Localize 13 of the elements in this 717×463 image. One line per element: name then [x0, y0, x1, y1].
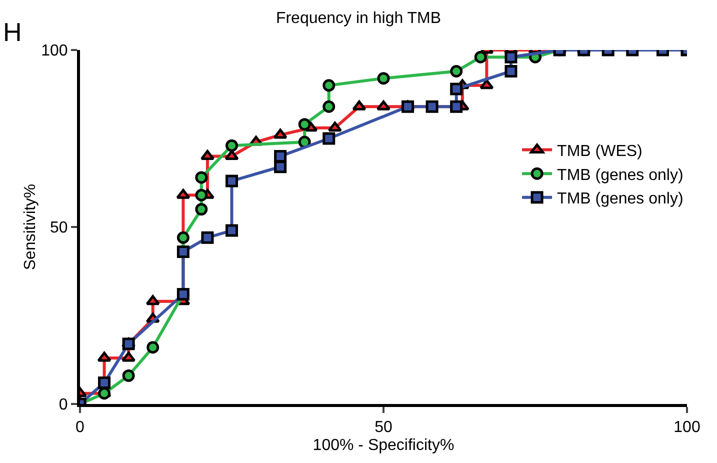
legend-label: TMB (genes only): [557, 166, 684, 184]
legend-label: TMB (WES): [557, 143, 642, 160]
y-tick-label: 100: [41, 42, 68, 60]
y-tick-label: 0: [58, 396, 68, 414]
x-tick-label: 0: [76, 419, 85, 436]
x-tick-label: 100: [674, 419, 700, 436]
x-tick-label: 50: [374, 419, 392, 436]
legend-label: TMB (genes only): [557, 190, 684, 208]
y-axis-title: Sensitivity%: [22, 184, 39, 270]
chart-title: Frequency in high TMB: [276, 10, 442, 27]
y-tick-label: 50: [50, 220, 68, 237]
text: H: [3, 17, 22, 47]
x-axis-title: 100% - Specificity%: [312, 436, 454, 454]
